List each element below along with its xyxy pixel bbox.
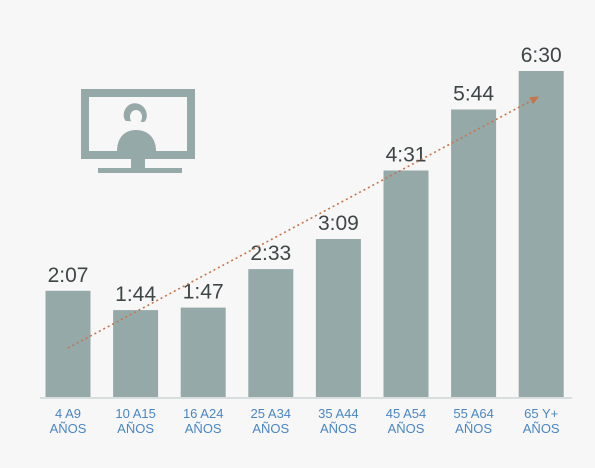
category-label-1-line-2: AÑOS [50, 421, 87, 436]
category-label-6-line-2: AÑOS [388, 421, 425, 436]
category-label-4-line-1: 25 A34 [251, 406, 292, 421]
value-label-7: 5:44 [453, 83, 494, 106]
category-label-5-line-2: AÑOS [320, 421, 357, 436]
bar-5 [315, 239, 361, 397]
bar-1 [45, 290, 91, 397]
value-label-5: 3:09 [318, 212, 359, 235]
trend-arrow [67, 96, 540, 349]
category-label-7-line-2: AÑOS [455, 421, 492, 436]
category-label-2-line-2: AÑOS [117, 421, 154, 436]
value-label-6: 4:31 [386, 144, 427, 167]
category-label-3-line-1: 16 A24 [183, 406, 224, 421]
bars-layer [45, 71, 564, 397]
value-label-3: 1:47 [183, 281, 224, 304]
bar-8 [518, 71, 564, 397]
bar-6 [383, 170, 429, 397]
category-label-7-line-1: 55 A64 [453, 406, 494, 421]
category-label-3-line-2: AÑOS [185, 421, 222, 436]
value-label-4: 2:33 [250, 242, 291, 265]
bar-3 [180, 307, 226, 397]
category-label-6-line-1: 45 A54 [386, 406, 427, 421]
value-label-2: 1:44 [115, 283, 156, 306]
bar-4 [248, 269, 294, 397]
tv-person-icon [81, 89, 195, 173]
category-label-8-line-2: AÑOS [523, 421, 560, 436]
bar-2 [113, 310, 159, 397]
category-label-5-line-1: 35 A44 [318, 406, 359, 421]
category-label-8-line-1: 65 Y+ [524, 406, 558, 421]
bar-7 [451, 109, 497, 397]
value-label-8: 6:30 [521, 44, 562, 67]
category-label-4-line-2: AÑOS [252, 421, 289, 436]
value-labels-layer: 2:07 1:44 1:47 2:33 3:09 4:31 5:44 6:30 [48, 44, 562, 306]
category-label-2-line-1: 10 A15 [115, 406, 156, 421]
value-label-1: 2:07 [48, 264, 89, 287]
category-label-1-line-1: 4 A9 [55, 406, 81, 421]
